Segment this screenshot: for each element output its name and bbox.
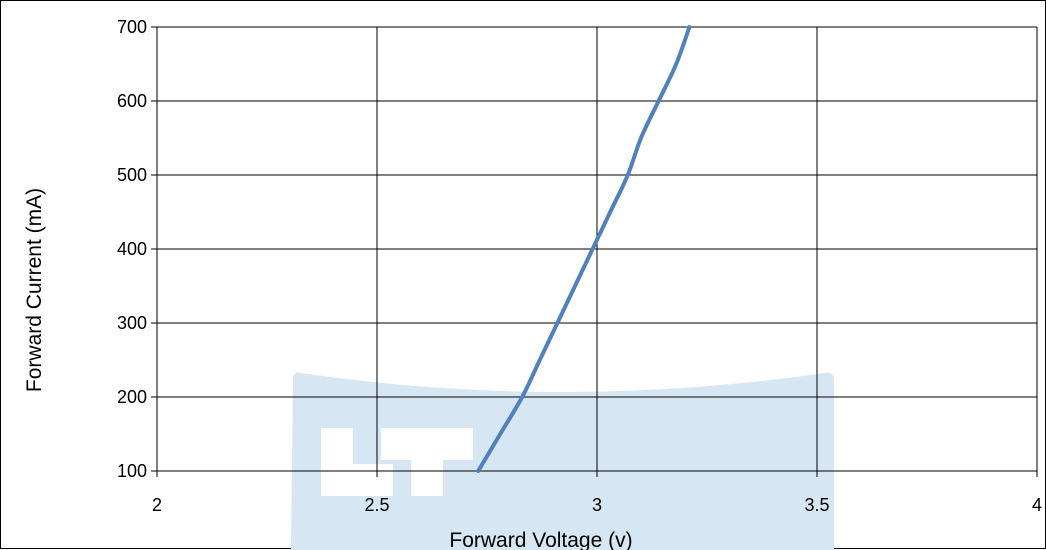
- y-tick-label: 700: [117, 17, 147, 37]
- y-tick-label: 400: [117, 239, 147, 259]
- x-axis-title: Forward Voltage (v): [449, 529, 632, 550]
- watermark-letter-block-2: [321, 464, 393, 496]
- y-tick-label: 100: [117, 461, 147, 481]
- y-tick-label: 300: [117, 313, 147, 333]
- x-tick-label: 4: [1032, 495, 1042, 515]
- x-tick-label: 2: [152, 495, 162, 515]
- y-axis-title: Forward Current (mA): [23, 188, 46, 392]
- y-tick-label: 200: [117, 387, 147, 407]
- x-tick-label: 2.5: [364, 495, 389, 515]
- x-tick-label: 3.5: [804, 495, 829, 515]
- x-tick-labels: 2 2.5 3 3.5 4: [152, 495, 1042, 515]
- y-tick-label: 600: [117, 91, 147, 111]
- led-logo-watermark: [291, 373, 834, 550]
- x-tick-label: 3: [592, 495, 602, 515]
- y-tick-label: 500: [117, 165, 147, 185]
- y-tick-labels: 100 200 300 400 500 600 700: [117, 17, 147, 481]
- watermark-letter-block-4: [411, 428, 443, 496]
- watermark-band: [291, 373, 834, 550]
